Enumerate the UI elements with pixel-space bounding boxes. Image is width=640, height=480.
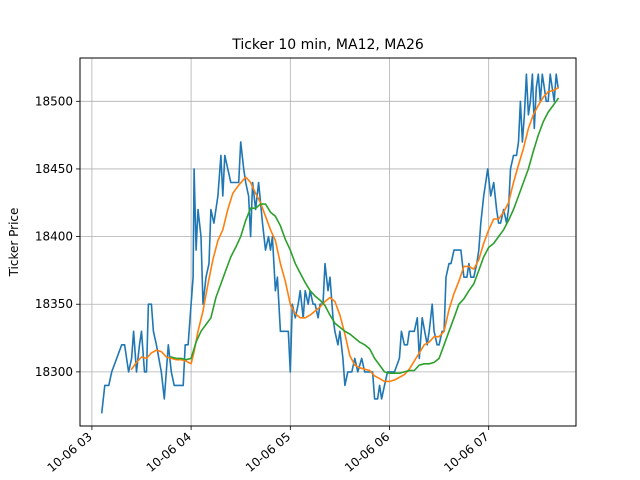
series-ma26-line	[170, 97, 560, 375]
y-tick-label: 18300	[35, 365, 73, 379]
y-tick-label: 18500	[35, 94, 73, 108]
series-ticker-line	[100, 73, 560, 414]
chart-title: Ticker 10 min, MA12, MA26	[231, 37, 424, 53]
y-axis-ticks: 18300 18350 18400 18450 18500	[35, 94, 80, 379]
y-axis-label: Ticker Price	[7, 208, 21, 278]
grid-lines	[80, 58, 576, 426]
x-axis-ticks: 10-06 03 10-06 04 10-06 05 10-06 06 10-06 07	[45, 426, 492, 475]
x-tick-label: 10-06 07	[441, 430, 491, 475]
x-tick-label: 10-06 04	[144, 430, 194, 475]
x-tick-label: 10-06 06	[342, 430, 392, 475]
x-tick-label: 10-06 03	[45, 430, 95, 475]
y-tick-label: 18400	[35, 230, 73, 244]
y-tick-label: 18450	[35, 162, 73, 176]
series-ma12-line	[130, 86, 560, 383]
series-lines	[100, 73, 560, 414]
plot-area-frame	[79, 57, 577, 427]
y-tick-label: 18350	[35, 297, 73, 311]
x-tick-label: 10-06 05	[243, 430, 293, 475]
